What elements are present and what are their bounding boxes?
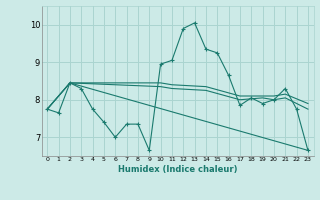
- X-axis label: Humidex (Indice chaleur): Humidex (Indice chaleur): [118, 165, 237, 174]
